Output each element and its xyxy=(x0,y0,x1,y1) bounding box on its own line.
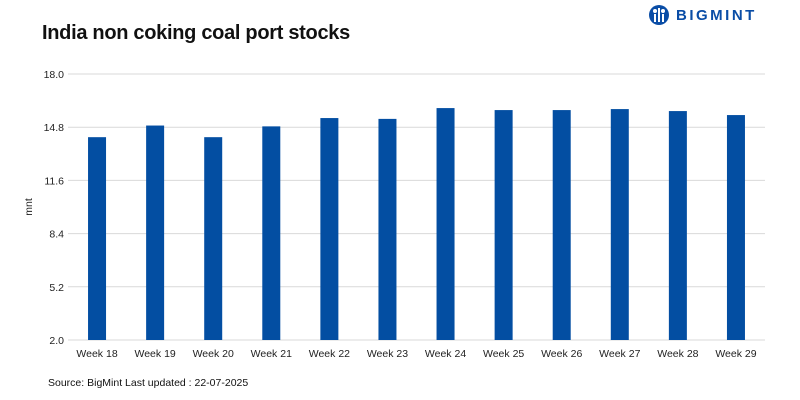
y-tick-label: 8.4 xyxy=(49,229,64,241)
bar-week-18 xyxy=(88,137,107,340)
y-tick-label: 11.6 xyxy=(44,175,64,187)
x-tick-label: Week 23 xyxy=(367,348,408,360)
bar-week-25 xyxy=(494,110,513,340)
y-axis-label: mnt xyxy=(23,198,35,216)
x-tick-label: Week 18 xyxy=(76,348,117,360)
y-tick-label: 14.8 xyxy=(44,122,65,134)
x-tick-label: Week 21 xyxy=(251,348,292,360)
bigmint-logo: BIGMINT xyxy=(648,4,757,26)
bar-week-22 xyxy=(320,118,339,341)
chart-title: India non coking coal port stocks xyxy=(42,22,350,44)
y-tick-label: 2.0 xyxy=(49,335,64,347)
x-tick-label: Week 28 xyxy=(657,348,698,360)
x-tick-label: Week 20 xyxy=(193,348,234,360)
x-tick-label: Week 27 xyxy=(599,348,640,360)
logo-text: BIGMINT xyxy=(676,6,757,24)
bar-week-20 xyxy=(204,137,223,340)
bar-week-21 xyxy=(262,126,281,341)
bar-week-28 xyxy=(668,111,687,340)
x-tick-label: Week 24 xyxy=(425,348,466,360)
x-tick-label: Week 19 xyxy=(135,348,176,360)
bar-week-24 xyxy=(436,108,455,340)
source-note: Source: BigMint Last updated : 22-07-202… xyxy=(48,377,249,389)
bar-week-19 xyxy=(146,125,165,340)
bar-week-23 xyxy=(378,118,397,340)
x-tick-label: Week 26 xyxy=(541,348,582,360)
x-tick-label: Week 25 xyxy=(483,348,524,360)
bigmint-logo-icon xyxy=(649,5,669,25)
bar-week-26 xyxy=(552,110,571,340)
y-tick-label: 5.2 xyxy=(49,282,64,294)
x-tick-label: Week 29 xyxy=(715,348,756,360)
bar-week-29 xyxy=(726,115,745,340)
bar-week-27 xyxy=(610,109,629,340)
x-tick-label: Week 22 xyxy=(309,348,350,360)
y-tick-label: 18.0 xyxy=(44,69,65,81)
